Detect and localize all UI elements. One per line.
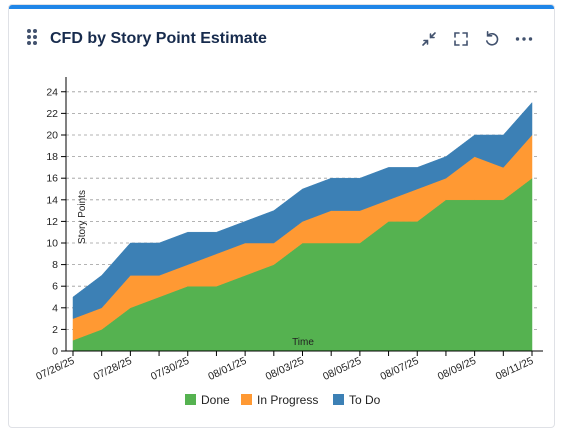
y-tick-label: 4 <box>52 302 58 314</box>
legend-item-in-progress[interactable]: In Progress <box>241 393 318 407</box>
y-tick-label: 12 <box>46 216 58 228</box>
widget-title: CFD by Story Point Estimate <box>50 30 267 47</box>
y-tick-label: 6 <box>52 281 58 293</box>
y-tick-label: 0 <box>52 346 58 358</box>
y-tick-label: 22 <box>46 108 58 120</box>
legend-label: Done <box>201 393 230 407</box>
more-icon[interactable] <box>512 27 536 51</box>
legend-label: To Do <box>349 393 381 407</box>
y-tick-label: 20 <box>46 130 58 142</box>
x-axis-label: Time <box>292 337 314 348</box>
legend-label: In Progress <box>257 393 318 407</box>
x-tick-label: 07/26/25 <box>34 355 76 383</box>
chart-area: 0 2 4 6 8 10 12 14 16 18 20 22 24 07/26/25 07/28/25 07… <box>9 57 554 427</box>
y-tick-label: 2 <box>52 324 58 336</box>
y-tick-label: 14 <box>46 194 58 206</box>
chart-widget: CFD by Story Point Estimate <box>8 4 555 428</box>
legend-item-to-do[interactable]: To Do <box>333 393 381 407</box>
x-tick-label: 08/05/25 <box>321 355 363 383</box>
legend-swatch <box>185 394 196 405</box>
drag-handle-icon[interactable] <box>27 29 37 45</box>
y-tick-label: 24 <box>46 86 58 98</box>
x-tick-label: 08/11/25 <box>494 355 536 383</box>
x-tick-label: 08/03/25 <box>264 355 306 383</box>
x-tick-label: 08/09/25 <box>436 355 478 383</box>
y-tick-label: 18 <box>46 151 58 163</box>
y-tick-label: 10 <box>46 238 58 250</box>
widget-header: CFD by Story Point Estimate <box>9 9 554 57</box>
series-area-to-do[interactable] <box>72 101 533 319</box>
legend-item-done[interactable]: Done <box>185 393 230 407</box>
widget-accent-bar <box>9 5 554 9</box>
x-tick-label: 08/01/25 <box>206 355 248 383</box>
y-tick-label: 8 <box>52 259 58 271</box>
legend-swatch <box>333 394 344 405</box>
legend-swatch <box>241 394 252 405</box>
x-tick-label: 07/28/25 <box>92 355 134 383</box>
y-axis-label: Story Points <box>77 190 88 244</box>
collapse-icon[interactable] <box>417 27 441 51</box>
refresh-icon[interactable] <box>480 27 504 51</box>
fullscreen-icon[interactable] <box>449 27 473 51</box>
y-tick-label: 16 <box>46 173 58 185</box>
x-tick-label: 08/07/25 <box>378 355 420 383</box>
x-tick-label: 07/30/25 <box>149 355 191 383</box>
